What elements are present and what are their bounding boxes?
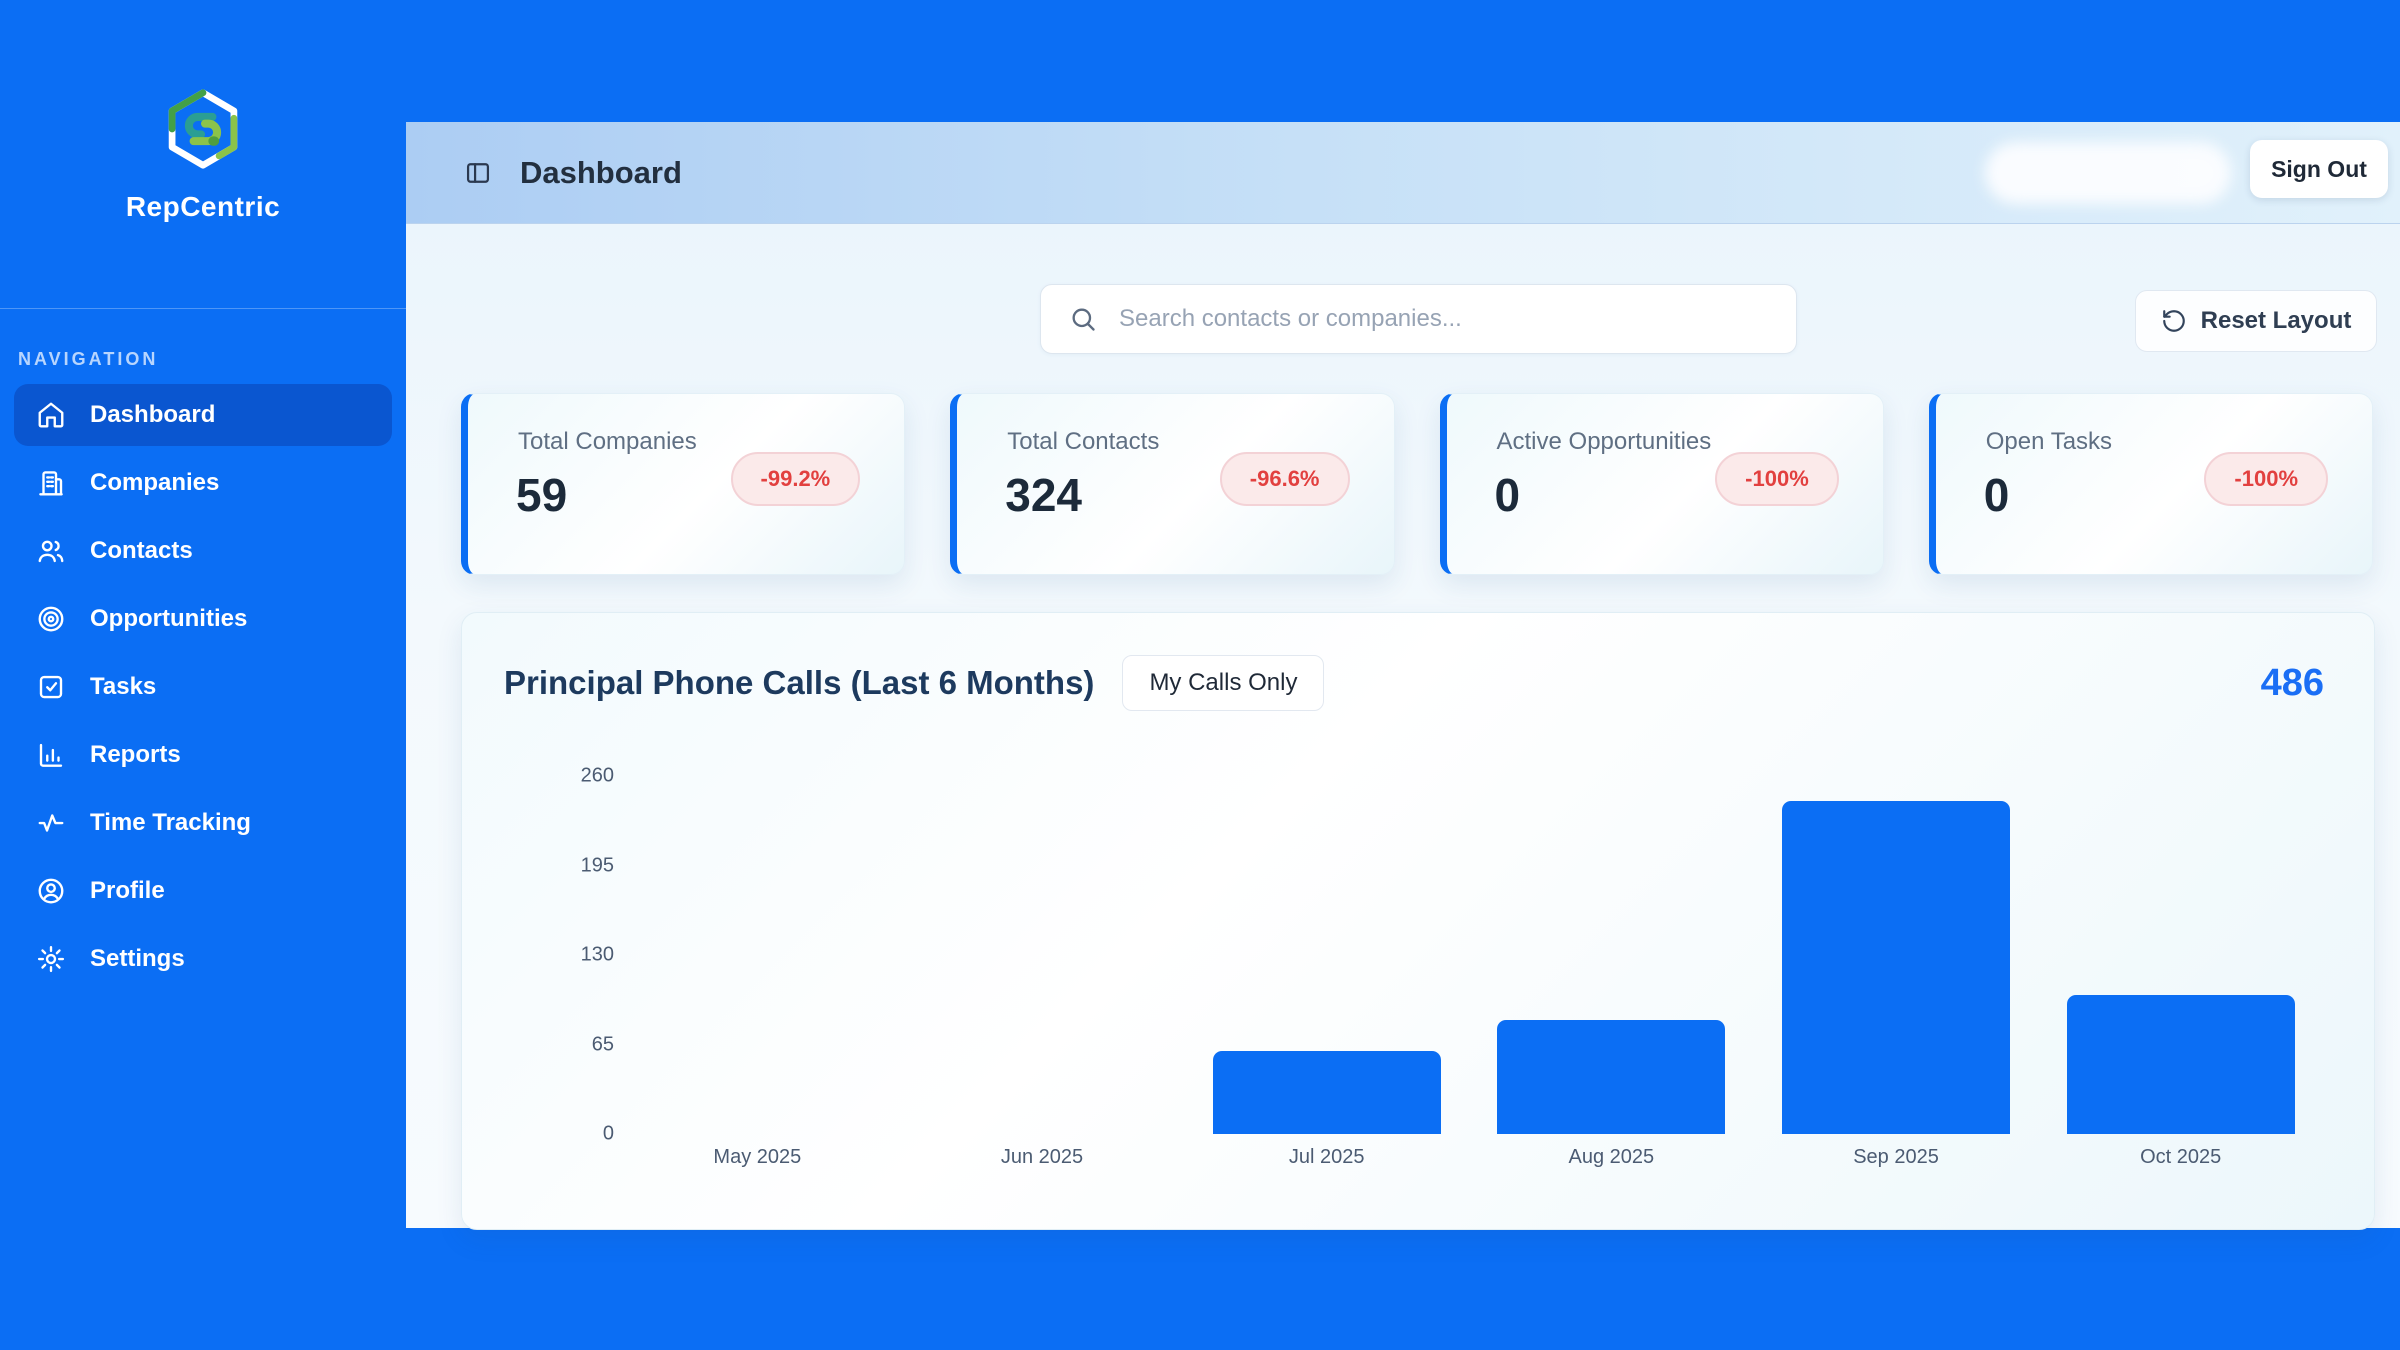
sign-out-button[interactable]: Sign Out [2250, 140, 2388, 198]
stat-value: 324 [1005, 469, 1082, 521]
reset-layout-label: Reset Layout [2200, 307, 2352, 334]
users-icon [38, 540, 64, 563]
chart-header: Principal Phone Calls (Last 6 Months) My… [504, 653, 2324, 713]
sidebar-item-label: Dashboard [90, 401, 216, 428]
check-square-icon [39, 675, 63, 699]
stat-label: Open Tasks [1985, 428, 2113, 455]
nav-menu: Dashboard Companies Contacts Opportuniti… [0, 380, 406, 1000]
bar-sep-2025[interactable] [1782, 800, 2011, 1134]
nav-section-label: NAVIGATION [18, 349, 159, 369]
bar-jul-2025[interactable] [1212, 1051, 1441, 1134]
my-calls-only-toggle[interactable]: My Calls Only [1122, 655, 1325, 711]
target-icon [38, 606, 64, 632]
sidebar-item-time-tracking[interactable]: Time Tracking [14, 792, 392, 854]
sidebar-item-label: Settings [90, 945, 185, 972]
stat-card-total-contacts: Total Contacts 324 -96.6% [950, 393, 1395, 575]
gear-icon [37, 945, 65, 973]
sidebar-item-companies[interactable]: Companies [14, 452, 392, 514]
page-title: Dashboard [520, 154, 682, 190]
stat-value: 59 [516, 469, 568, 521]
app-bar: Dashboard Sign Out [406, 122, 2400, 223]
x-axis-label: Sep 2025 [1853, 1146, 1939, 1168]
reset-layout-button[interactable]: Reset Layout [2135, 290, 2377, 352]
stat-cards-row: Total Companies 59 -99.2% Total Contacts… [461, 393, 2373, 575]
sidebar-item-contacts[interactable]: Contacts [14, 520, 392, 582]
chart-title: Principal Phone Calls (Last 6 Months) [504, 664, 1095, 701]
stat-delta-badge: -96.6% [1219, 452, 1350, 506]
bar-slot [615, 776, 900, 1134]
sidebar-toggle-button[interactable] [458, 153, 498, 193]
bar-slot [1184, 776, 1469, 1134]
chart-total-value: 486 [2260, 661, 2324, 704]
sidebar: RepCentric NAVIGATION Dashboard Companie… [0, 0, 406, 1350]
sidebar-item-label: Profile [90, 877, 165, 904]
sidebar-item-label: Opportunities [90, 605, 248, 632]
phone-calls-chart-card: Principal Phone Calls (Last 6 Months) My… [461, 612, 2375, 1230]
rotate-ccw-icon [2162, 310, 2185, 332]
bar-aug-2025[interactable] [1497, 1019, 1726, 1134]
sidebar-item-label: Tasks [90, 673, 157, 700]
y-axis-tick: 260 [580, 764, 614, 787]
x-axis-label: Jul 2025 [1288, 1146, 1365, 1168]
sidebar-item-label: Reports [90, 741, 181, 768]
panel-left-icon [466, 162, 490, 183]
stat-label: Total Companies [518, 428, 697, 455]
repcentric-logo-icon [160, 86, 246, 177]
search-icon [1072, 308, 1095, 331]
plot-area [615, 776, 2323, 1134]
y-axis-tick: 195 [580, 854, 614, 876]
y-axis-tick: 130 [580, 943, 614, 966]
bar-oct-2025[interactable] [2066, 994, 2295, 1134]
bar-slot [1469, 776, 1754, 1134]
sidebar-item-opportunities[interactable]: Opportunities [14, 588, 392, 650]
sidebar-item-label: Time Tracking [90, 809, 251, 836]
y-axis-tick: 0 [602, 1122, 614, 1145]
sidebar-item-label: Companies [90, 469, 220, 496]
sidebar-item-settings[interactable]: Settings [14, 928, 392, 990]
user-circle-icon [38, 878, 64, 904]
building-icon [39, 471, 63, 496]
sidebar-item-reports[interactable]: Reports [14, 724, 392, 786]
stat-card-total-companies: Total Companies 59 -99.2% [461, 393, 906, 575]
bar-slot [2038, 776, 2323, 1134]
stat-delta-badge: -99.2% [730, 452, 861, 506]
y-axis-tick: 65 [591, 1033, 614, 1055]
stat-card-active-opportunities: Active Opportunities 0 -100% [1439, 393, 1884, 575]
stat-delta-badge: -100% [1715, 452, 1839, 506]
x-axis-label: Aug 2025 [1568, 1146, 1655, 1168]
stat-card-open-tasks: Open Tasks 0 -100% [1928, 393, 2373, 575]
stat-value: 0 [1983, 469, 2010, 521]
bar-slot [1754, 776, 2039, 1134]
brand-name: RepCentric [125, 190, 281, 222]
y-axis: 0 65 130 195 260 [492, 765, 614, 1145]
sidebar-item-profile[interactable]: Profile [14, 860, 392, 922]
search-box [1040, 284, 1797, 354]
stat-value: 0 [1494, 469, 1521, 521]
bar-chart-icon [39, 743, 63, 767]
sidebar-item-dashboard[interactable]: Dashboard [14, 384, 392, 446]
x-axis-label: May 2025 [713, 1146, 802, 1168]
x-axis-label: Oct 2025 [2140, 1146, 2222, 1168]
x-axis-label: Jun 2025 [1000, 1146, 1084, 1168]
sidebar-item-label: Contacts [90, 537, 193, 564]
stat-delta-badge: -100% [2204, 452, 2328, 506]
redacted-user-identity [1985, 142, 2231, 204]
activity-icon [38, 814, 64, 832]
bar-slot [900, 776, 1185, 1134]
brand: RepCentric [0, 0, 406, 309]
home-icon [38, 402, 64, 428]
stat-label: Active Opportunities [1496, 428, 1712, 455]
main-panel: Dashboard Sign Out Reset Layout Total Co… [406, 122, 2400, 1230]
x-axis: May 2025 Jun 2025 Jul 2025 Aug 2025 Sep 2025… [615, 1146, 2323, 1169]
search-input[interactable] [1117, 304, 1772, 334]
stat-label: Total Contacts [1007, 428, 1160, 455]
sidebar-item-tasks[interactable]: Tasks [14, 656, 392, 718]
